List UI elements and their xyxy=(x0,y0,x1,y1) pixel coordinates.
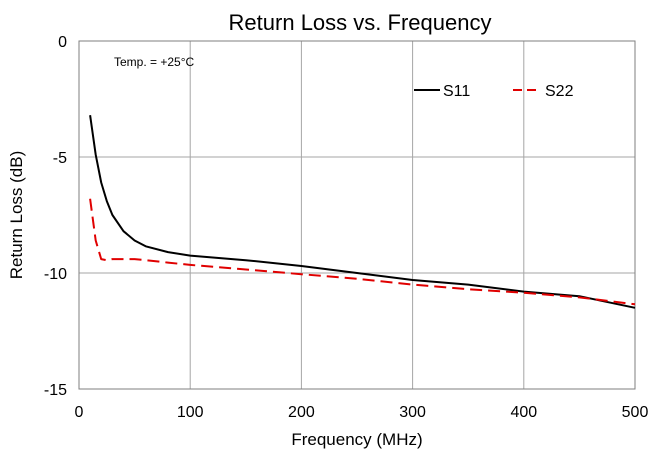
chart-title: Return Loss vs. Frequency xyxy=(229,10,492,35)
x-tick-labels: 0 100 200 300 400 500 xyxy=(75,404,649,421)
y-tick-label: -15 xyxy=(44,382,67,399)
x-tick-label: 400 xyxy=(510,404,537,421)
y-tick-label: 0 xyxy=(58,34,67,51)
y-tick-labels: 0 -5 -10 -15 xyxy=(44,34,67,399)
plot-area-frame xyxy=(78,40,636,390)
y-tick-label: -10 xyxy=(44,266,67,283)
x-tick-label: 500 xyxy=(622,404,649,421)
legend-label-s11: S11 xyxy=(443,83,470,100)
x-tick-label: 100 xyxy=(177,404,204,421)
x-tick-label: 200 xyxy=(288,404,315,421)
series-line-s11 xyxy=(89,115,636,309)
legend-label-s22: S22 xyxy=(545,83,574,100)
series-line-s22 xyxy=(89,198,636,306)
y-tick-label: -5 xyxy=(53,150,67,167)
x-tick-label: 300 xyxy=(399,404,426,421)
series-lines xyxy=(89,115,636,309)
x-tick-label: 0 xyxy=(75,404,84,421)
x-axis-label: Frequency (MHz) xyxy=(291,430,422,449)
y-axis-label: Return Loss (dB) xyxy=(7,151,26,280)
temperature-annotation: Temp. = +25°C xyxy=(114,55,195,69)
legend: S11 S22 xyxy=(414,83,574,100)
